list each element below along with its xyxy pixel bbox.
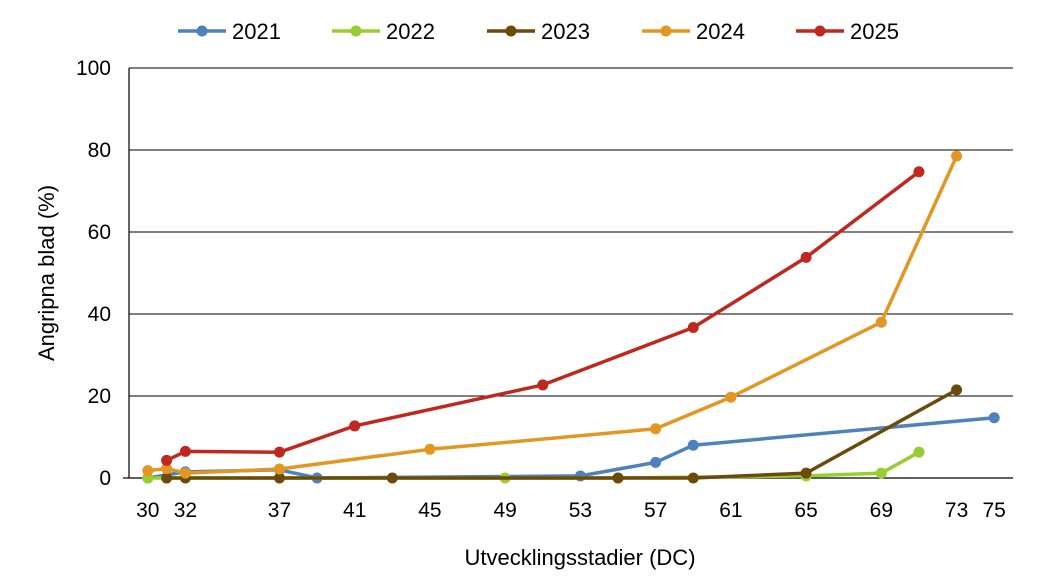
data-point xyxy=(913,166,925,178)
data-point xyxy=(725,391,737,403)
y-axis-title: Angripna blad (%) xyxy=(34,185,59,361)
x-tick-label: 37 xyxy=(268,499,291,522)
data-point xyxy=(179,445,191,457)
legend-swatch-marker xyxy=(814,25,826,37)
legend-swatch-marker xyxy=(660,25,672,37)
data-point xyxy=(386,472,398,484)
data-point xyxy=(273,463,285,475)
x-tick-label: 45 xyxy=(418,499,441,522)
y-tick-label: 80 xyxy=(88,139,111,162)
x-tick-label: 53 xyxy=(569,499,592,522)
data-point xyxy=(875,316,887,328)
y-tick-label: 60 xyxy=(88,221,111,244)
legend-label: 2022 xyxy=(386,19,435,44)
series-line xyxy=(164,388,959,480)
x-tick-label: 61 xyxy=(719,499,742,522)
legend-item-2021: 2021 xyxy=(178,19,281,44)
x-tick-label: 57 xyxy=(644,499,667,522)
legend-label: 2024 xyxy=(696,19,745,44)
y-tick-labels: 0 20 40 60 80 100 xyxy=(76,57,111,490)
legend-swatch-marker xyxy=(196,25,208,37)
data-point xyxy=(951,384,963,396)
y-tick-label: 20 xyxy=(88,385,111,408)
data-point xyxy=(650,423,662,435)
legend-label: 2021 xyxy=(232,19,281,44)
legend: 2021 2022 2023 2024 2025 xyxy=(178,19,899,44)
legend-item-2024: 2024 xyxy=(642,19,745,44)
data-point xyxy=(537,379,549,391)
series-2024 xyxy=(142,150,963,479)
data-point xyxy=(161,463,173,475)
legend-item-2023: 2023 xyxy=(487,19,590,44)
data-point xyxy=(142,465,154,477)
legend-item-2022: 2022 xyxy=(332,19,435,44)
x-tick-label: 49 xyxy=(493,499,516,522)
data-point xyxy=(687,322,699,334)
x-tick-labels: 30 32 37 41 45 49 53 57 61 65 69 73 75 xyxy=(136,499,1006,522)
x-tick-label: 75 xyxy=(983,499,1006,522)
y-tick-label: 40 xyxy=(88,303,111,326)
legend-swatch-marker xyxy=(350,25,362,37)
data-point xyxy=(913,446,925,458)
series-line xyxy=(146,154,959,475)
axes xyxy=(123,68,1013,479)
data-point xyxy=(650,456,662,468)
data-point xyxy=(687,439,699,451)
x-tick-label: 41 xyxy=(343,499,366,522)
x-axis-title: Utvecklingsstadier (DC) xyxy=(464,545,695,570)
x-tick-label: 30 xyxy=(136,499,159,522)
data-point xyxy=(349,420,361,432)
data-point xyxy=(875,467,887,479)
legend-label: 2023 xyxy=(541,19,590,44)
data-point xyxy=(574,470,586,482)
x-tick-label: 73 xyxy=(945,499,968,522)
series-2025 xyxy=(161,166,925,466)
data-point xyxy=(273,446,285,458)
data-point xyxy=(800,251,812,263)
data-point xyxy=(161,454,173,466)
legend-item-2025: 2025 xyxy=(796,19,899,44)
x-tick-label: 69 xyxy=(870,499,893,522)
gridlines xyxy=(129,67,1013,397)
data-point xyxy=(988,412,1000,424)
legend-swatch-marker xyxy=(505,25,517,37)
x-tick-label: 65 xyxy=(794,499,817,522)
legend-label: 2025 xyxy=(850,19,899,44)
series-group xyxy=(142,150,1000,484)
y-tick-label: 0 xyxy=(99,467,111,490)
x-tick-label: 32 xyxy=(174,499,197,522)
data-point xyxy=(800,467,812,479)
data-point xyxy=(161,472,173,484)
y-tick-label: 100 xyxy=(76,57,111,80)
data-point xyxy=(612,472,624,484)
data-point xyxy=(273,472,285,484)
data-point xyxy=(687,472,699,484)
data-point xyxy=(424,443,436,455)
data-point xyxy=(951,150,963,162)
data-point xyxy=(179,467,191,479)
series-line xyxy=(164,169,921,463)
